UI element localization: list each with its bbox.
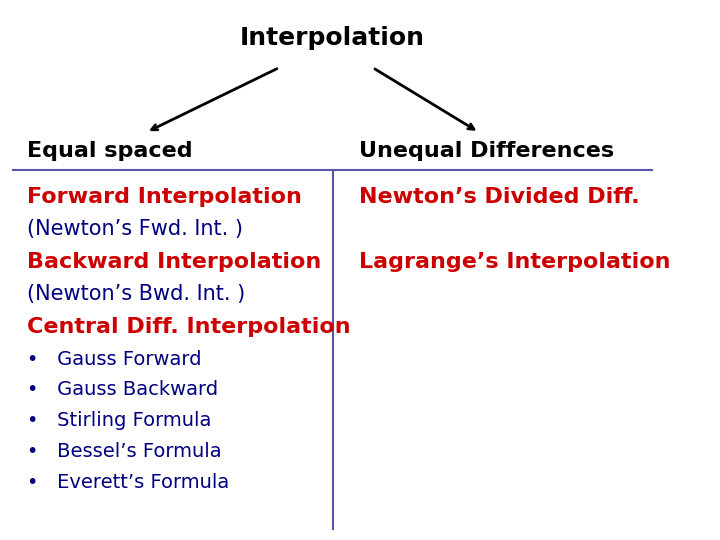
Text: •   Gauss Forward: • Gauss Forward bbox=[27, 349, 201, 369]
Text: (Newton’s Fwd. Int. ): (Newton’s Fwd. Int. ) bbox=[27, 219, 243, 240]
Text: Newton’s Divided Diff.: Newton’s Divided Diff. bbox=[359, 187, 640, 207]
Text: Equal spaced: Equal spaced bbox=[27, 141, 192, 161]
Text: •   Bessel’s Formula: • Bessel’s Formula bbox=[27, 442, 221, 461]
Text: Lagrange’s Interpolation: Lagrange’s Interpolation bbox=[359, 252, 671, 272]
Text: •   Stirling Formula: • Stirling Formula bbox=[27, 411, 211, 430]
Text: Central Diff. Interpolation: Central Diff. Interpolation bbox=[27, 316, 350, 337]
Text: Interpolation: Interpolation bbox=[240, 26, 425, 50]
Text: Unequal Differences: Unequal Differences bbox=[359, 141, 614, 161]
Text: •   Gauss Backward: • Gauss Backward bbox=[27, 380, 217, 400]
Text: Backward Interpolation: Backward Interpolation bbox=[27, 252, 321, 272]
Text: (Newton’s Bwd. Int. ): (Newton’s Bwd. Int. ) bbox=[27, 284, 245, 305]
Text: •   Everett’s Formula: • Everett’s Formula bbox=[27, 472, 229, 492]
Text: Forward Interpolation: Forward Interpolation bbox=[27, 187, 302, 207]
